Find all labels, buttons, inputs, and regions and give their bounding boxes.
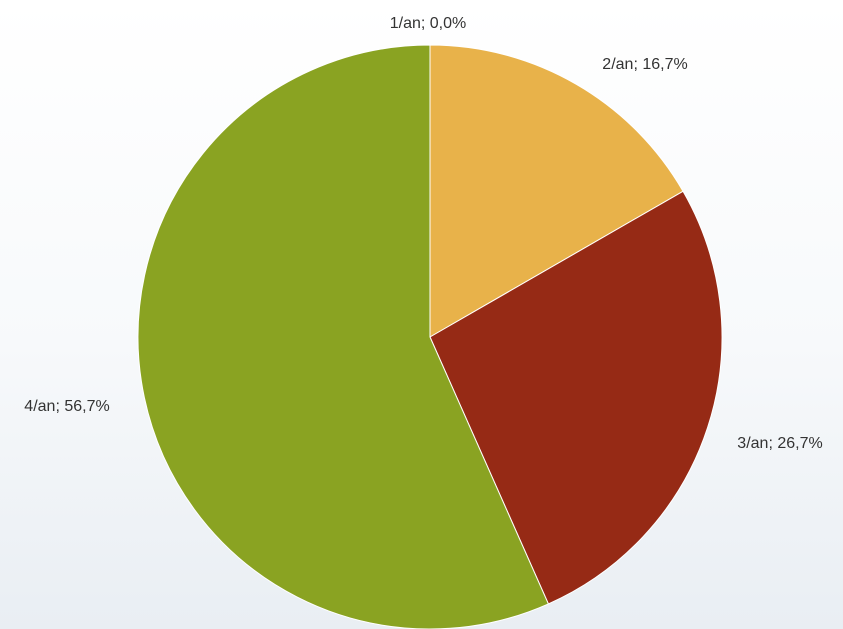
pie-slices	[137, 44, 723, 629]
pie-slice-2-an	[429, 44, 684, 338]
slice-label-2-an: 2/an; 16,7%	[602, 56, 687, 73]
slice-label-3-an: 3/an; 26,7%	[737, 435, 822, 452]
pie-labels: 1/an; 0,0% 2/an; 16,7% 3/an; 26,7% 4/an; 56…	[24, 15, 822, 452]
slice-label-4-an: 4/an; 56,7%	[24, 398, 109, 415]
pie-slice-4-an	[137, 44, 550, 629]
slice-label-1-an: 1/an; 0,0%	[390, 15, 467, 32]
